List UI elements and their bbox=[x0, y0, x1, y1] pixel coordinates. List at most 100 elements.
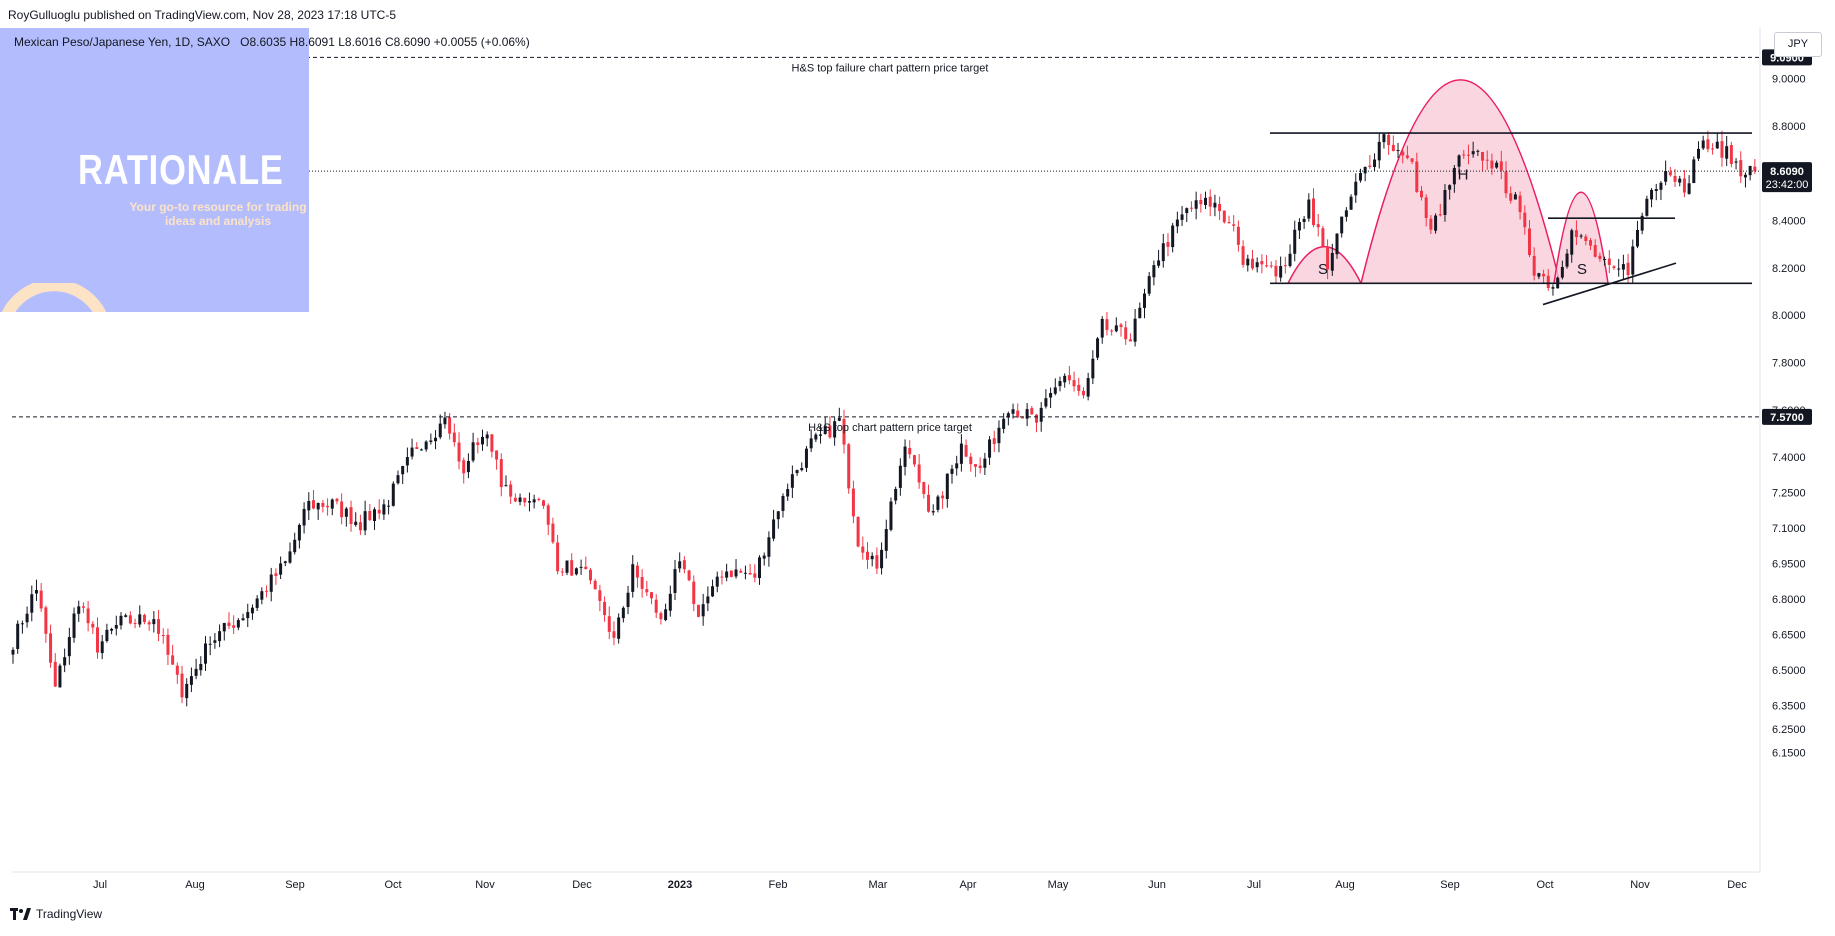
candle-body bbox=[560, 571, 564, 573]
candle-body bbox=[1523, 212, 1527, 228]
candle bbox=[194, 658, 198, 680]
candle bbox=[1518, 191, 1522, 220]
candle-body bbox=[119, 615, 123, 626]
candle-body bbox=[1504, 171, 1508, 194]
candle bbox=[39, 583, 43, 612]
candle-body bbox=[1452, 167, 1456, 185]
candle bbox=[297, 523, 301, 549]
candle bbox=[1100, 316, 1104, 344]
candle bbox=[889, 497, 893, 532]
candle-body bbox=[1166, 242, 1170, 247]
candle-body bbox=[659, 613, 663, 620]
candle bbox=[1650, 187, 1654, 208]
candle-body bbox=[67, 637, 71, 657]
candle-body bbox=[1574, 230, 1578, 238]
candle bbox=[579, 559, 583, 575]
candle bbox=[1415, 152, 1419, 193]
candle-body bbox=[208, 643, 212, 645]
candle bbox=[1053, 378, 1057, 396]
candle-body bbox=[513, 497, 517, 502]
x-tick-label: Feb bbox=[769, 879, 788, 891]
candle-body bbox=[1673, 175, 1677, 182]
candle bbox=[758, 555, 762, 585]
candle-body bbox=[880, 549, 884, 569]
candle bbox=[77, 600, 81, 622]
candle-body bbox=[1729, 145, 1733, 164]
candle bbox=[100, 634, 104, 660]
candle bbox=[1471, 141, 1475, 158]
candle bbox=[767, 531, 771, 567]
candle bbox=[288, 542, 292, 564]
candle-body bbox=[1589, 240, 1593, 246]
candle-body bbox=[673, 569, 677, 593]
candle bbox=[992, 430, 996, 452]
candle bbox=[1692, 156, 1696, 184]
candle-body bbox=[1250, 258, 1254, 269]
candle bbox=[527, 492, 531, 512]
candle bbox=[1443, 184, 1447, 222]
candle-body bbox=[1579, 235, 1583, 237]
candle-body bbox=[344, 508, 348, 517]
candle bbox=[58, 663, 62, 688]
candle bbox=[1213, 194, 1217, 217]
candle-body bbox=[823, 425, 827, 434]
candle-body bbox=[1161, 243, 1165, 262]
candle bbox=[621, 606, 625, 623]
candle-body bbox=[1443, 190, 1447, 215]
candle-body bbox=[429, 440, 433, 442]
candle-body bbox=[283, 561, 287, 564]
candle bbox=[607, 606, 611, 640]
candle-body bbox=[1617, 268, 1621, 270]
candle-body bbox=[269, 574, 273, 592]
candle bbox=[1405, 145, 1409, 160]
candle bbox=[1091, 350, 1095, 385]
x-axis-labels: Jul Aug Sep Oct Nov Dec 2023 Feb Mar Apr May Jun Jul… bbox=[93, 879, 1747, 891]
candle-body bbox=[466, 460, 470, 473]
tradingview-brand[interactable]: TradingView bbox=[10, 907, 102, 921]
candle-body bbox=[542, 500, 546, 506]
candle bbox=[1368, 154, 1372, 169]
candle bbox=[1208, 189, 1212, 217]
candle bbox=[762, 552, 766, 566]
candle-body bbox=[1279, 266, 1283, 278]
candle bbox=[499, 453, 503, 497]
price-target-label: 7.5700 bbox=[1770, 412, 1804, 424]
candle-body bbox=[734, 569, 738, 577]
candle bbox=[1072, 371, 1076, 392]
candle bbox=[668, 585, 672, 617]
candle-body bbox=[241, 618, 245, 621]
candle-body bbox=[762, 555, 766, 559]
x-tick-label: May bbox=[1048, 879, 1069, 891]
candle bbox=[1579, 233, 1583, 239]
candle bbox=[1250, 250, 1254, 271]
candle bbox=[189, 667, 193, 693]
currency-button[interactable]: JPY bbox=[1774, 32, 1822, 57]
y-tick-label: 6.8000 bbox=[1772, 594, 1806, 606]
candle bbox=[166, 628, 170, 666]
candle-body bbox=[288, 551, 292, 563]
y-tick-label: 7.4000 bbox=[1772, 452, 1806, 464]
candle-body bbox=[222, 623, 226, 632]
candle bbox=[917, 454, 921, 489]
candle-body bbox=[330, 499, 334, 509]
candle-body bbox=[711, 586, 715, 597]
candle bbox=[110, 627, 114, 635]
candle-body bbox=[138, 614, 142, 625]
candle-body bbox=[884, 529, 888, 551]
candle bbox=[682, 556, 686, 574]
candle bbox=[53, 653, 57, 688]
candle-body bbox=[1739, 160, 1743, 177]
candle bbox=[175, 662, 179, 684]
candle-body bbox=[1635, 229, 1639, 247]
candle bbox=[1424, 194, 1428, 227]
candle bbox=[1269, 261, 1273, 269]
candle-body bbox=[1513, 194, 1517, 200]
candle bbox=[804, 446, 808, 473]
x-tick-label: Oct bbox=[384, 879, 401, 891]
candle bbox=[1138, 302, 1142, 319]
candle bbox=[293, 532, 297, 555]
candle bbox=[1429, 214, 1433, 235]
candle bbox=[1114, 317, 1118, 333]
